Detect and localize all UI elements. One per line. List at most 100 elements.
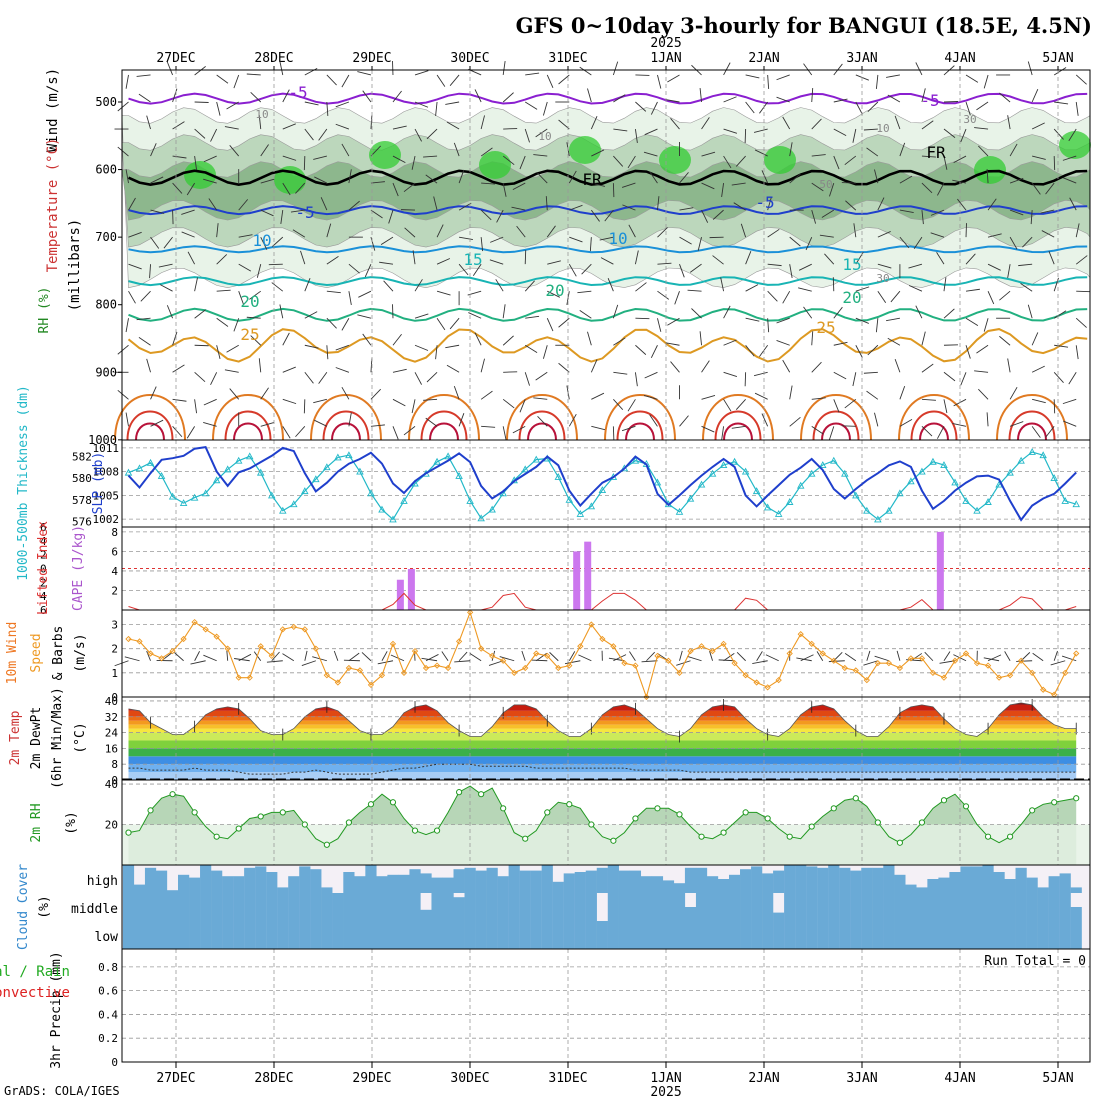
wind-barb	[789, 416, 801, 427]
wind-speed-point	[896, 664, 904, 672]
wind-barb	[348, 263, 360, 274]
cloud-bar-low	[850, 921, 862, 949]
rh-high-patch	[274, 166, 306, 194]
rh2m-ylabel: 2m RH	[29, 803, 44, 842]
wind-barb	[292, 229, 306, 238]
wind-barb	[326, 345, 329, 360]
wind-barb	[579, 310, 592, 319]
cloud-bar-high	[475, 870, 487, 893]
wind-barb-10m	[578, 654, 592, 662]
wind-barb	[577, 290, 592, 294]
wind-barb	[436, 258, 451, 265]
wind-barb	[172, 364, 185, 373]
thickness-tick-label: 582	[72, 450, 92, 463]
wind-barb	[754, 149, 768, 157]
cloud-bar-low	[332, 921, 344, 949]
wind-barb	[160, 284, 173, 292]
warm-isotherm-arc	[518, 410, 566, 441]
wind-speed-point	[433, 662, 441, 669]
rh-high-patch	[184, 161, 216, 189]
wind-barb	[782, 290, 791, 304]
wind-barb	[414, 372, 422, 385]
wind-barb	[260, 387, 269, 400]
wind-speed-point	[268, 652, 275, 660]
wind-barb	[1075, 101, 1079, 116]
wind-barb-10m	[390, 654, 405, 662]
rh-point	[323, 841, 330, 848]
precip-frame	[121, 948, 1091, 1063]
wind-barb	[875, 74, 879, 89]
cloud-bar-low	[552, 921, 564, 949]
thickness-point	[730, 457, 739, 465]
wind-barb-10m	[499, 656, 515, 662]
thickness-point	[885, 506, 893, 514]
cloud-bar-low	[894, 921, 906, 949]
wind-barb	[502, 155, 515, 166]
wind-barb	[701, 360, 710, 373]
wind-barb	[863, 128, 878, 131]
wind-barb	[621, 425, 636, 432]
precip-ylabel: 3hr Precip (mm)	[49, 951, 64, 1068]
wind-barb	[203, 398, 217, 406]
wind-barb	[117, 389, 129, 400]
top-day-label: 5JAN	[1042, 51, 1073, 66]
cloud-bar-low	[211, 921, 223, 949]
wind-barb	[224, 369, 239, 373]
wind-barb	[392, 182, 399, 197]
cloud-bar-high	[189, 877, 201, 893]
wind-barb	[502, 335, 514, 346]
wind-barb	[326, 223, 332, 238]
rh-point	[169, 791, 176, 798]
wind-barb	[1030, 210, 1033, 225]
wind-barb	[364, 263, 372, 278]
wind-barb	[833, 155, 840, 170]
cloud-bar-middle	[475, 893, 487, 921]
wind-barb	[1031, 122, 1045, 130]
wind-barb	[238, 199, 249, 211]
wind-barb	[987, 263, 1001, 271]
wind-speed-point	[400, 669, 408, 676]
wind-barb	[1045, 426, 1055, 438]
wind-barb-10m	[194, 651, 200, 661]
wind-barb	[414, 344, 429, 351]
wind-barb	[789, 236, 801, 247]
cloud-bar-middle	[178, 893, 190, 921]
thickness-point	[863, 506, 871, 514]
wind-barb	[894, 358, 901, 373]
wind-barb	[798, 287, 812, 292]
wind-barb	[1020, 282, 1033, 292]
rh-point	[125, 829, 132, 836]
temp-band	[128, 732, 1077, 741]
rh-point	[566, 801, 573, 808]
cloud-bar-low	[133, 921, 146, 949]
thickness-point	[532, 455, 540, 463]
wind-barb	[1018, 263, 1033, 267]
wind-barb	[767, 74, 770, 89]
cloud-bar-high	[277, 887, 289, 893]
thickness-point	[389, 515, 397, 523]
cloud-bar-high	[519, 870, 531, 893]
thickness-point	[466, 496, 474, 504]
wind-barb	[978, 145, 989, 157]
wind-speed-line	[128, 610, 1077, 699]
cloud-bar-low	[475, 921, 487, 949]
wind-barb	[833, 128, 847, 136]
thickness-point	[973, 506, 981, 514]
wind-barb	[411, 399, 416, 414]
wind-barb	[282, 155, 297, 161]
wind-speed-point	[522, 664, 529, 672]
thickness-point	[631, 456, 640, 464]
wind-barb	[720, 277, 725, 292]
cloud-bar-high	[706, 876, 719, 893]
wind-barb	[877, 231, 891, 238]
contour-label: 50	[819, 178, 832, 191]
wind-barb	[761, 170, 769, 184]
warm-isotherm-arc	[331, 422, 361, 441]
wind-speed-point	[411, 647, 419, 655]
wind-barb	[246, 73, 261, 76]
wind-barb	[987, 198, 997, 211]
wind-barb	[745, 344, 755, 357]
rh-point	[544, 809, 551, 816]
precip-tick-label: 0.8	[98, 961, 118, 974]
wind-barb	[983, 318, 989, 332]
